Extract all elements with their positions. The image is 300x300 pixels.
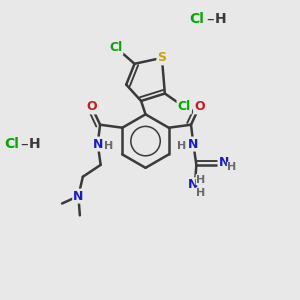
Text: H: H bbox=[29, 137, 41, 151]
Text: N: N bbox=[188, 138, 199, 151]
Text: H: H bbox=[178, 141, 187, 152]
Text: H: H bbox=[227, 162, 237, 172]
Text: –: – bbox=[206, 12, 214, 27]
Text: H: H bbox=[196, 188, 206, 198]
Text: O: O bbox=[194, 100, 205, 113]
Text: –: – bbox=[20, 136, 28, 152]
Text: Cl: Cl bbox=[190, 12, 204, 26]
Text: N: N bbox=[188, 178, 199, 191]
Text: H: H bbox=[104, 141, 114, 152]
Text: H: H bbox=[215, 12, 226, 26]
Text: Cl: Cl bbox=[178, 100, 191, 113]
Text: O: O bbox=[86, 100, 97, 113]
Text: N: N bbox=[73, 190, 84, 202]
Text: Cl: Cl bbox=[4, 137, 19, 151]
Text: N: N bbox=[218, 156, 229, 169]
Text: H: H bbox=[196, 175, 206, 185]
Text: Cl: Cl bbox=[109, 41, 122, 54]
Text: N: N bbox=[92, 138, 103, 151]
Text: S: S bbox=[158, 51, 166, 64]
